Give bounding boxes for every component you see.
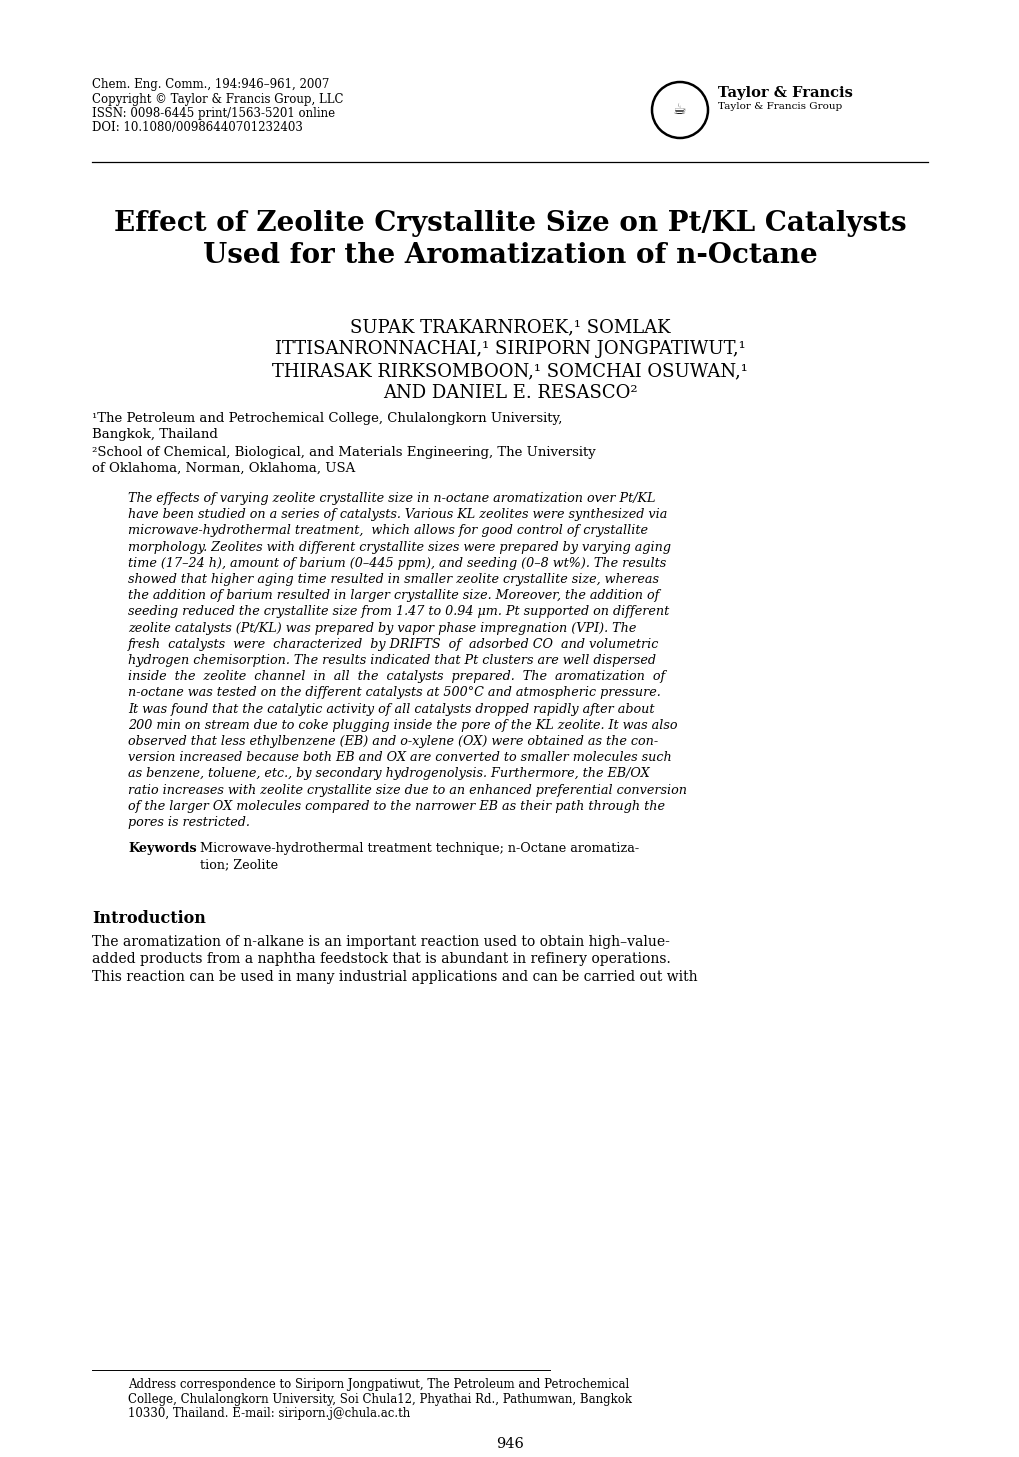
- Text: fresh  catalysts  were  characterized  by DRIFTS  of  adsorbed CO  and volumetri: fresh catalysts were characterized by DR…: [127, 638, 658, 651]
- Text: showed that higher aging time resulted in smaller zeolite crystallite size, wher: showed that higher aging time resulted i…: [127, 573, 658, 586]
- Text: hydrogen chemisorption. The results indicated that Pt clusters are well disperse: hydrogen chemisorption. The results indi…: [127, 654, 655, 667]
- Text: SUPAK TRAKARNROEK,¹ SOMLAK: SUPAK TRAKARNROEK,¹ SOMLAK: [350, 318, 669, 337]
- Text: College, Chulalongkorn University, Soi Chula12, Phyathai Rd., Pathumwan, Bangkok: College, Chulalongkorn University, Soi C…: [127, 1393, 632, 1406]
- Text: Effect of Zeolite Crystallite Size on Pt/KL Catalysts: Effect of Zeolite Crystallite Size on Pt…: [113, 210, 906, 237]
- Text: ☕: ☕: [673, 102, 686, 118]
- Text: Address correspondence to Siriporn Jongpatiwut, The Petroleum and Petrochemical: Address correspondence to Siriporn Jongp…: [127, 1378, 629, 1391]
- Text: morphology. Zeolites with different crystallite sizes were prepared by varying a: morphology. Zeolites with different crys…: [127, 541, 671, 554]
- Text: Bangkok, Thailand: Bangkok, Thailand: [92, 428, 218, 441]
- Text: observed that less ethylbenzene (EB) and o-xylene (OX) were obtained as the con-: observed that less ethylbenzene (EB) and…: [127, 734, 657, 747]
- Text: as benzene, toluene, etc., by secondary hydrogenolysis. Furthermore, the EB/OX: as benzene, toluene, etc., by secondary …: [127, 768, 649, 781]
- Text: Taylor & Francis: Taylor & Francis: [717, 86, 852, 101]
- Text: 200 min on stream due to coke plugging inside the pore of the KL zeolite. It was: 200 min on stream due to coke plugging i…: [127, 718, 677, 731]
- Text: time (17–24 h), amount of barium (0–445 ppm), and seeding (0–8 wt%). The results: time (17–24 h), amount of barium (0–445 …: [127, 557, 665, 570]
- Text: 10330, Thailand. E-mail: siriporn.j@chula.ac.th: 10330, Thailand. E-mail: siriporn.j@chul…: [127, 1407, 410, 1421]
- Text: Keywords: Keywords: [127, 842, 197, 855]
- Text: ISSN: 0098-6445 print/1563-5201 online: ISSN: 0098-6445 print/1563-5201 online: [92, 106, 335, 119]
- Text: 946: 946: [495, 1437, 524, 1451]
- Text: The effects of varying zeolite crystallite size in n-octane aromatization over P: The effects of varying zeolite crystalli…: [127, 492, 655, 506]
- Text: pores is restricted.: pores is restricted.: [127, 816, 250, 829]
- Text: ITTISANRONNACHAI,¹ SIRIPORN JONGPATIWUT,¹: ITTISANRONNACHAI,¹ SIRIPORN JONGPATIWUT,…: [274, 339, 745, 358]
- Text: added products from a naphtha feedstock that is abundant in refinery operations.: added products from a naphtha feedstock …: [92, 951, 671, 966]
- Text: ratio increases with zeolite crystallite size due to an enhanced preferential co: ratio increases with zeolite crystallite…: [127, 784, 687, 797]
- Text: The aromatization of n-alkane is an important reaction used to obtain high–value: The aromatization of n-alkane is an impo…: [92, 934, 669, 949]
- Text: Chem. Eng. Comm., 194:946–961, 2007: Chem. Eng. Comm., 194:946–961, 2007: [92, 79, 329, 90]
- Text: Introduction: Introduction: [92, 909, 206, 927]
- Text: zeolite catalysts (Pt/KL) was prepared by vapor phase impregnation (VPI). The: zeolite catalysts (Pt/KL) was prepared b…: [127, 622, 636, 635]
- Text: have been studied on a series of catalysts. Various KL zeolites were synthesized: have been studied on a series of catalys…: [127, 508, 666, 522]
- Text: inside  the  zeolite  channel  in  all  the  catalysts  prepared.  The  aromatiz: inside the zeolite channel in all the ca…: [127, 670, 664, 683]
- Text: n-octane was tested on the different catalysts at 500°C and atmospheric pressure: n-octane was tested on the different cat…: [127, 686, 660, 699]
- Text: It was found that the catalytic activity of all catalysts dropped rapidly after : It was found that the catalytic activity…: [127, 702, 654, 715]
- Text: This reaction can be used in many industrial applications and can be carried out: This reaction can be used in many indust…: [92, 969, 697, 983]
- Text: of Oklahoma, Norman, Oklahoma, USA: of Oklahoma, Norman, Oklahoma, USA: [92, 462, 355, 475]
- Text: AND DANIEL E. RESASCO²: AND DANIEL E. RESASCO²: [382, 385, 637, 402]
- Text: of the larger OX molecules compared to the narrower EB as their path through the: of the larger OX molecules compared to t…: [127, 800, 664, 813]
- Text: the addition of barium resulted in larger crystallite size. Moreover, the additi: the addition of barium resulted in large…: [127, 589, 658, 602]
- Text: Copyright © Taylor & Francis Group, LLC: Copyright © Taylor & Francis Group, LLC: [92, 92, 343, 105]
- Text: Taylor & Francis Group: Taylor & Francis Group: [717, 102, 842, 111]
- Text: THIRASAK RIRKSOMBOON,¹ SOMCHAI OSUWAN,¹: THIRASAK RIRKSOMBOON,¹ SOMCHAI OSUWAN,¹: [272, 361, 747, 380]
- Text: ¹The Petroleum and Petrochemical College, Chulalongkorn University,: ¹The Petroleum and Petrochemical College…: [92, 412, 561, 425]
- Text: tion; Zeolite: tion; Zeolite: [200, 858, 278, 871]
- Text: Used for the Aromatization of n-Octane: Used for the Aromatization of n-Octane: [203, 242, 816, 270]
- Text: seeding reduced the crystallite size from 1.47 to 0.94 μm. Pt supported on diffe: seeding reduced the crystallite size fro…: [127, 606, 668, 618]
- Text: ²School of Chemical, Biological, and Materials Engineering, The University: ²School of Chemical, Biological, and Mat…: [92, 446, 595, 459]
- Text: DOI: 10.1080/00986440701232403: DOI: 10.1080/00986440701232403: [92, 121, 303, 134]
- Text: Microwave-hydrothermal treatment technique; n-Octane aromatiza-: Microwave-hydrothermal treatment techniq…: [200, 842, 639, 855]
- Text: version increased because both EB and OX are converted to smaller molecules such: version increased because both EB and OX…: [127, 752, 672, 765]
- Text: microwave-hydrothermal treatment,  which allows for good control of crystallite: microwave-hydrothermal treatment, which …: [127, 525, 647, 538]
